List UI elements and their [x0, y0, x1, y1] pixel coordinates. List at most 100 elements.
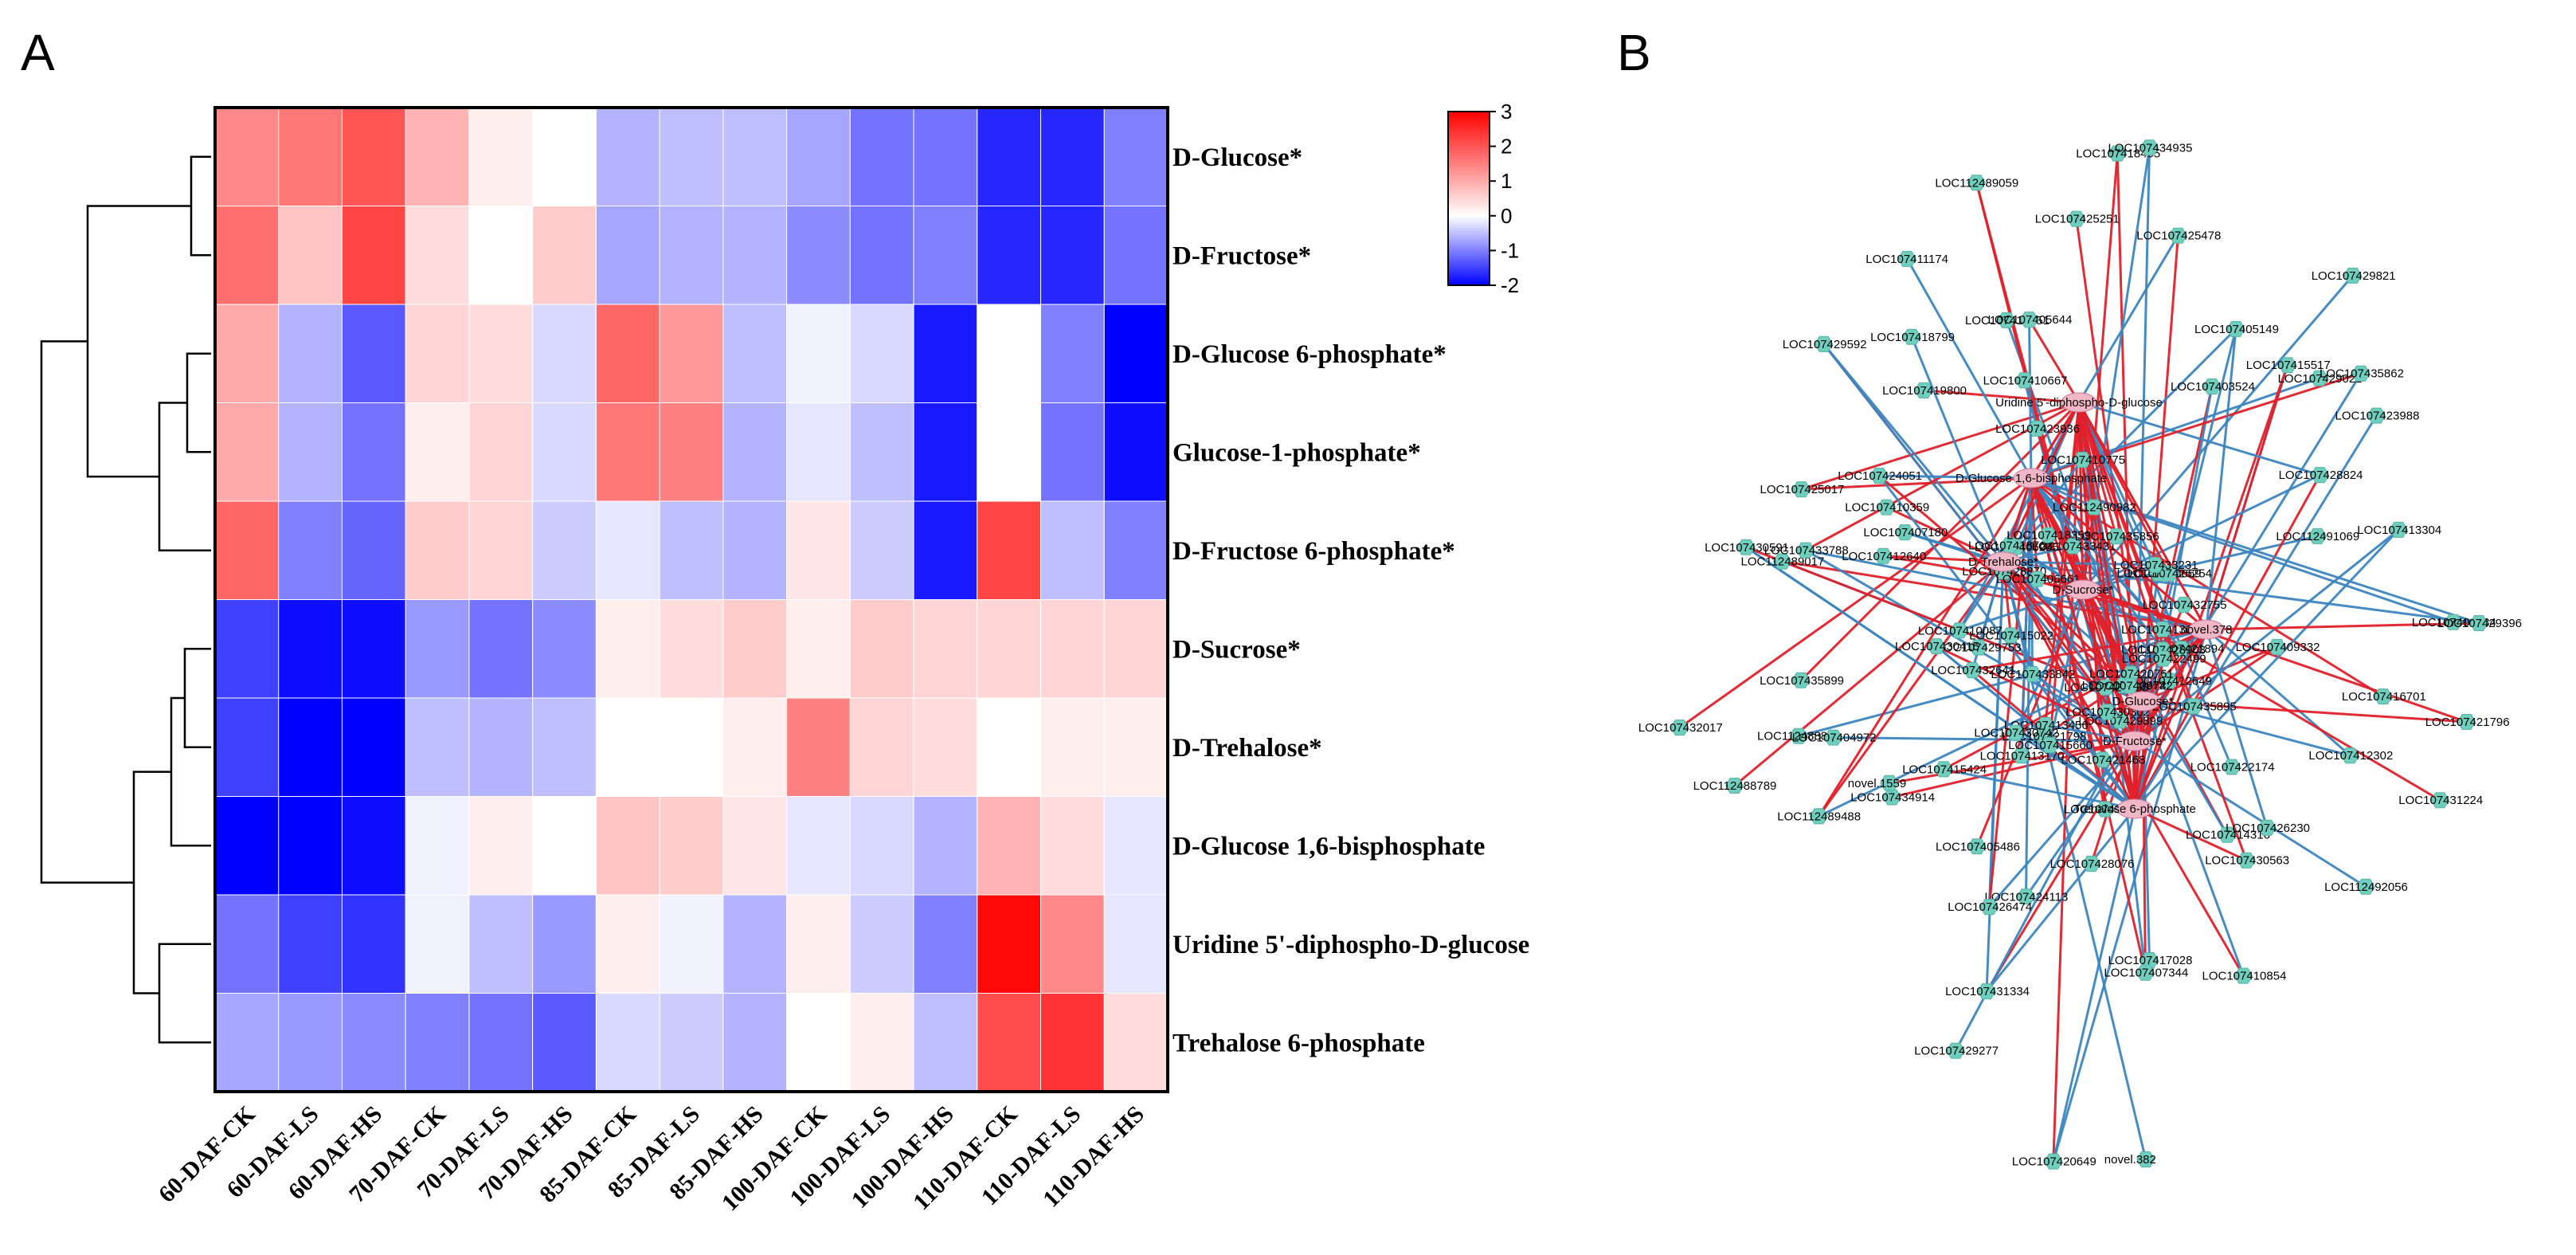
network-edge [1822, 343, 2136, 742]
heatmap-cell [722, 206, 788, 305]
heatmap-cell [405, 796, 470, 896]
gene-node-marker [2367, 407, 2386, 424]
gene-node-marker [1927, 638, 1946, 655]
gene-node-marker [2096, 801, 2115, 818]
gene-node-marker [2110, 712, 2129, 729]
gene-node-label: LOC107420761 [2089, 668, 2174, 681]
colorbar-tick-label: 1 [1501, 169, 1512, 193]
network-edge [2077, 402, 2159, 575]
colorbar-tick-label: 3 [1501, 100, 1512, 124]
heatmap-cell [977, 304, 1042, 403]
colorbar: 3 2 1 0 -1 -2 [1447, 100, 1519, 297]
gene-node-label: LOC107428824 [2279, 469, 2363, 482]
heatmap-row-label: Trehalose 6-phosphate [1173, 1029, 1425, 1057]
panel-b-letter: B [1617, 24, 1651, 81]
gene-node: LOC107405149 [2194, 320, 2279, 337]
gene-node-marker [1914, 382, 1933, 398]
gene-node-label: LOC107423988 [2335, 410, 2420, 423]
gene-node-label: LOC107425251 [2035, 213, 2120, 226]
gene-node-marker [2085, 499, 2104, 516]
gene-node-label: LOC107415022 [1969, 629, 2053, 642]
heatmap-cell [532, 402, 597, 502]
gene-node-label: LOC107410667 [1983, 374, 2068, 387]
gene-node-label: LOC107411174 [1865, 253, 1948, 266]
gene-node: LOC107415517 [2246, 357, 2331, 374]
gene-node-label: LOC107429592 [1783, 338, 1867, 351]
gene-node: LOC107421468 [2061, 751, 2145, 768]
network-edge [2077, 402, 2208, 630]
gene-node: LOC107418763 [1968, 537, 2053, 554]
heatmap-row-label: D-Trehalose* [1173, 734, 1322, 763]
heatmap-cell [341, 206, 406, 305]
network-edge [2031, 673, 2136, 743]
gene-node-marker [1969, 639, 1988, 656]
gene-node-marker [2175, 597, 2194, 614]
gene-node: LOC107409332 [2236, 638, 2320, 655]
gene-node-label: LOC107432641 [1931, 664, 2015, 677]
network-edge [2081, 153, 2119, 590]
dendrogram-link [190, 155, 211, 257]
gene-node-marker [2038, 527, 2057, 543]
network-edge [2077, 234, 2179, 403]
heatmap-cell [341, 599, 406, 699]
heatmap-cell [786, 304, 851, 403]
gene-node-label: LOC107423936 [1995, 422, 2080, 436]
gene-node: LOC107426230 [2226, 819, 2310, 836]
hub-node-marker [2116, 731, 2153, 751]
gene-node: LOC107406661 [1996, 571, 2081, 587]
gene-node-marker [2444, 614, 2463, 630]
heatmap-cell [722, 500, 788, 600]
gene-node-label: LOC107430563 [2205, 854, 2289, 868]
gene-node-label: LOC107429396 [2437, 617, 2522, 630]
network-edge [2133, 629, 2208, 810]
gene-node: LOC107413456 [2004, 717, 2089, 734]
gene-node-label: LOC107433788 [1764, 544, 1849, 558]
network-edges [1678, 147, 2480, 1163]
network-edge [2002, 327, 2237, 563]
heatmap-cell [913, 894, 978, 994]
gene-node-label: LOC107430742 [1974, 727, 2058, 740]
gene-node-marker [2001, 627, 2020, 644]
metabolite-hub-node: D-Sucrose* [2053, 579, 2114, 600]
heatmap-cell [722, 894, 788, 994]
gene-node: LOC107413304 [2357, 521, 2441, 538]
gene-node-marker [2469, 615, 2488, 632]
gene-node-marker [2222, 759, 2241, 775]
hub-node-label: Uridine 5'-diphospho-D-glucose [1995, 396, 2163, 410]
gene-node-label: LOC107428870 [1962, 565, 2046, 578]
heatmap-cell [532, 697, 597, 797]
heatmap-cell [532, 304, 597, 403]
gene-node: LOC107429742 [2089, 677, 2173, 694]
gene-node-marker [2000, 537, 2019, 554]
heatmap-cell [913, 697, 978, 797]
heatmap-cell [977, 697, 1042, 797]
gene-node-label: LOC107403524 [2171, 380, 2255, 394]
heatmap-cell [468, 107, 534, 206]
hub-node-label: D-Sucrose* [2053, 583, 2114, 597]
gene-node-marker [2171, 641, 2191, 657]
heatmap-cell [1040, 500, 1105, 600]
heatmap-cell [722, 796, 788, 896]
heatmap-row-label: D-Glucose* [1173, 143, 1302, 172]
gene-node: LOC107429753 [1937, 639, 2022, 656]
heatmap-cell [341, 402, 406, 502]
gene-node: LOC107418799 [1870, 328, 1955, 345]
gene-node: LOC112490982 [2053, 499, 2136, 516]
heatmap-cell [1040, 107, 1105, 206]
gene-node-label: LOC112488801 [1757, 730, 1841, 743]
heatmap-row-label: D-Fructose 6-phosphate* [1173, 537, 1455, 566]
gene-node-marker [2278, 357, 2297, 374]
gene-node: LOC107405486 [1936, 838, 2020, 855]
gene-node: LOC107410854 [2202, 967, 2286, 984]
gene-node: LOC107420649 [2012, 1153, 2096, 1170]
gene-node-marker [2019, 312, 2039, 328]
gene-node-label: LOC107425478 [2136, 229, 2221, 243]
network-edge [2205, 328, 2237, 630]
metabolite-hub-node: D-Glucose 1,6-bisphosphate [1955, 468, 2107, 488]
gene-node-marker [2073, 452, 2092, 469]
heatmap-cell [214, 796, 280, 896]
row-dendrogram [40, 155, 211, 1044]
gene-node: LOC112488789 [1693, 778, 1776, 794]
heatmap-cell [468, 500, 534, 600]
heatmap-cell [722, 402, 788, 502]
